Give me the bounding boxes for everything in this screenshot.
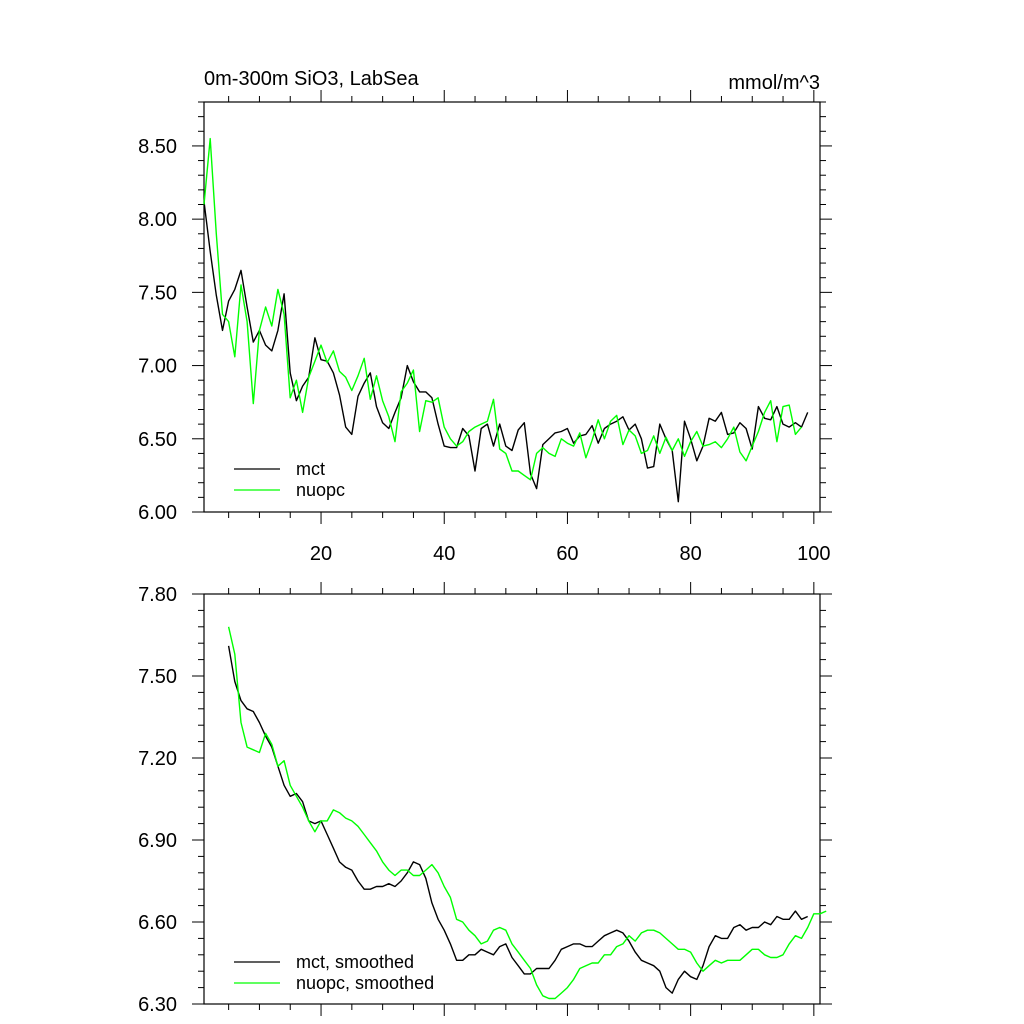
series-line-mct-smoothed bbox=[227, 645, 808, 994]
chart-units: mmol/m^3 bbox=[728, 72, 820, 94]
x-tick-label-top: 100 bbox=[797, 543, 830, 565]
series-group-bottom bbox=[227, 626, 827, 1000]
y-tick-label-top: 8.00 bbox=[138, 209, 177, 231]
tick-group-top: 6.00 6.50 7.00 7.50 8.00 8.50 20 40 60 80 100 bbox=[138, 90, 832, 565]
chart-panel-top: 0m-300m SiO3, LabSea mmol/m^3 6.00 6.50 7.… bbox=[138, 68, 832, 565]
y-tick-label-top: 7.00 bbox=[138, 356, 177, 378]
series-line-nuopc-smoothed bbox=[227, 626, 827, 1000]
y-tick-label-bottom: 7.80 bbox=[138, 584, 177, 606]
chart-panel-bottom: 6.30 6.60 6.90 7.20 7.50 7.80 mct, smoothed n… bbox=[138, 582, 832, 1016]
x-tick-label-top: 80 bbox=[680, 543, 702, 565]
legend-label-mct: mct bbox=[296, 459, 325, 479]
legend-top: mct nuopc bbox=[234, 459, 345, 500]
y-tick-label-bottom: 6.90 bbox=[138, 830, 177, 852]
y-tick-label-bottom: 7.50 bbox=[138, 666, 177, 688]
legend-label-nuopc: nuopc bbox=[296, 480, 345, 500]
x-tick-label-top: 60 bbox=[556, 543, 578, 565]
x-tick-label-top: 20 bbox=[310, 543, 332, 565]
legend-label-mct-smoothed: mct, smoothed bbox=[296, 952, 414, 972]
y-tick-label-bottom: 7.20 bbox=[138, 748, 177, 770]
x-tick-label-top: 40 bbox=[433, 543, 455, 565]
legend-label-nuopc-smoothed: nuopc, smoothed bbox=[296, 973, 434, 993]
y-tick-label-bottom: 6.60 bbox=[138, 912, 177, 934]
tick-group-bottom: 6.30 6.60 6.90 7.20 7.50 7.80 bbox=[138, 582, 832, 1016]
series-line-nuopc bbox=[203, 137, 803, 481]
y-tick-label-top: 8.50 bbox=[138, 136, 177, 158]
y-tick-label-top: 6.50 bbox=[138, 429, 177, 451]
y-tick-label-top: 6.00 bbox=[138, 502, 177, 524]
y-tick-label-top: 7.50 bbox=[138, 282, 177, 304]
series-line-mct bbox=[203, 201, 809, 503]
legend-bottom: mct, smoothed nuopc, smoothed bbox=[234, 952, 434, 993]
y-tick-label-bottom: 6.30 bbox=[138, 994, 177, 1016]
series-group-top bbox=[203, 137, 809, 503]
plot-frame-bottom bbox=[203, 593, 821, 1005]
chart-title: 0m-300m SiO3, LabSea bbox=[204, 68, 419, 90]
